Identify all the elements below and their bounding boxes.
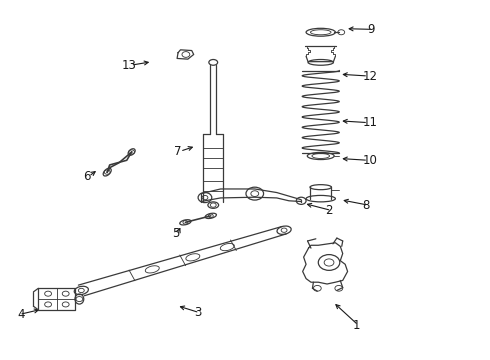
Text: 5: 5 [172, 227, 179, 240]
Text: 13: 13 [122, 59, 137, 72]
Text: 4: 4 [18, 308, 25, 321]
Text: 12: 12 [362, 69, 377, 82]
Text: 9: 9 [367, 23, 375, 36]
Text: 6: 6 [83, 170, 90, 183]
Text: 7: 7 [174, 145, 182, 158]
Text: 8: 8 [362, 199, 369, 212]
Text: 1: 1 [352, 319, 360, 332]
Text: 10: 10 [362, 154, 377, 167]
Text: 3: 3 [194, 306, 201, 319]
Text: 2: 2 [326, 204, 333, 217]
Text: 11: 11 [362, 116, 377, 129]
